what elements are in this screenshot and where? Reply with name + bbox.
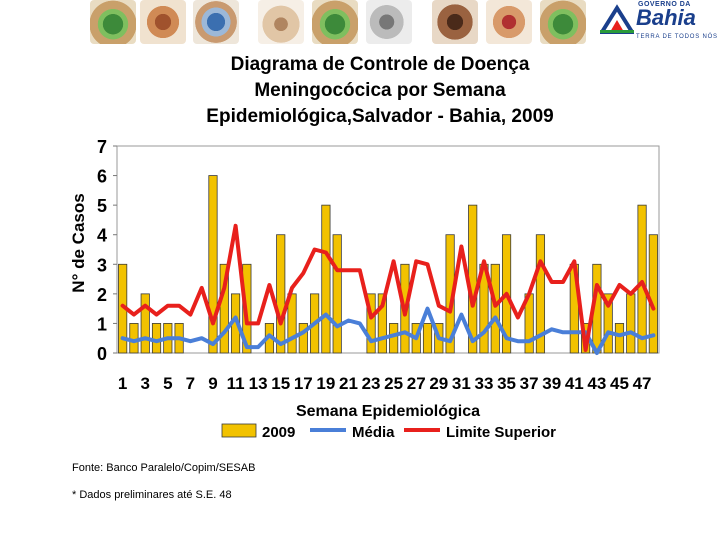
x-tick-label: 15 bbox=[271, 374, 290, 393]
chart-title: Diagrama de Controle de Doença Meningocó… bbox=[100, 52, 660, 130]
chart-legend: 2009 Média Limite Superior bbox=[221, 423, 556, 441]
y-tick-label: 0 bbox=[97, 344, 107, 364]
chart-title-line-2: Meningocócica por Semana bbox=[254, 80, 506, 101]
y-tick-label: 3 bbox=[97, 255, 107, 275]
logo-top-text: GOVERNO DA bbox=[638, 1, 691, 8]
bar-week-4 bbox=[151, 323, 162, 354]
x-tick-label: 29 bbox=[429, 374, 448, 393]
x-tick-label: 13 bbox=[249, 374, 268, 393]
x-tick-label: 7 bbox=[186, 374, 195, 393]
x-axis-label: Semana Epidemiológica bbox=[296, 403, 480, 420]
chart-title-line-3: Epidemiológica,Salvador - Bahia, 2009 bbox=[206, 106, 554, 127]
x-tick-label: 11 bbox=[227, 374, 245, 393]
bar-week-34 bbox=[490, 263, 500, 354]
y-tick-label: 6 bbox=[97, 167, 107, 187]
bar-week-25 bbox=[389, 323, 399, 354]
x-tick-label: 41 bbox=[565, 374, 584, 393]
x-tick-label: 5 bbox=[163, 374, 172, 393]
x-tick-label: 35 bbox=[497, 374, 516, 393]
hands-photo-4 bbox=[258, 0, 304, 44]
hands-photo-2 bbox=[140, 0, 186, 44]
bahia-roof-icon bbox=[600, 4, 634, 34]
legend-label-limite: Limite Superior bbox=[446, 424, 556, 441]
x-tick-label: 3 bbox=[140, 374, 149, 393]
line-média bbox=[120, 306, 656, 355]
hands-photo-3 bbox=[193, 0, 239, 44]
logo-name: Bahia bbox=[636, 5, 696, 30]
x-tick-label: 25 bbox=[384, 374, 403, 393]
x-tick-label: 23 bbox=[362, 374, 381, 393]
hands-photo-9 bbox=[540, 0, 586, 44]
hands-photo-8 bbox=[486, 0, 532, 44]
hands-photo-7 bbox=[432, 0, 478, 44]
header-banner: GOVERNO DA Bahia TERRA DE TODOS NÓS bbox=[0, 0, 720, 44]
x-tick-label: 37 bbox=[520, 374, 539, 393]
source-note: Fonte: Banco Paralelo/Copim/SESAB bbox=[72, 462, 256, 474]
legend-swatch-2009 bbox=[221, 423, 257, 438]
x-tick-label: 33 bbox=[475, 374, 494, 393]
x-tick-label: 17 bbox=[294, 374, 313, 393]
x-tick-label: 19 bbox=[316, 374, 335, 393]
bar-week-44 bbox=[603, 293, 613, 354]
bar-week-46 bbox=[626, 293, 636, 354]
bar-week-45 bbox=[614, 323, 625, 354]
bar-week-2 bbox=[129, 323, 139, 354]
bar-week-23 bbox=[366, 293, 376, 354]
y-tick-label: 7 bbox=[97, 137, 107, 157]
legend-label-media: Média bbox=[352, 424, 395, 441]
line-limite-superior bbox=[120, 223, 656, 352]
x-tick-label: 47 bbox=[633, 374, 652, 393]
y-tick-label: 2 bbox=[97, 285, 107, 305]
bar-week-28 bbox=[422, 323, 433, 354]
hands-photo-6 bbox=[366, 0, 412, 44]
hands-photo-5 bbox=[312, 0, 358, 44]
chart-title-line-1: Diagrama de Controle de Doença bbox=[230, 54, 530, 75]
x-tick-label: 39 bbox=[542, 374, 561, 393]
x-tick-label: 43 bbox=[587, 374, 606, 393]
bar-week-24 bbox=[377, 293, 387, 354]
x-tick-label: 45 bbox=[610, 374, 629, 393]
y-tick-label: 4 bbox=[97, 226, 107, 246]
bar-week-20 bbox=[332, 234, 342, 354]
y-axis-label: N° de Casos bbox=[69, 193, 88, 292]
bar-week-10 bbox=[219, 263, 229, 354]
plot-frame bbox=[116, 145, 660, 354]
x-tick-label: 1 bbox=[118, 374, 127, 393]
x-tick-label: 27 bbox=[407, 374, 426, 393]
logo-tagline: TERRA DE TODOS NÓS bbox=[636, 34, 718, 40]
legend-label-2009: 2009 bbox=[262, 424, 295, 441]
y-tick-label: 1 bbox=[97, 314, 107, 334]
bar-week-38 bbox=[535, 234, 546, 354]
bar-week-9 bbox=[208, 175, 218, 354]
bar-week-47 bbox=[637, 204, 647, 354]
bar-week-15 bbox=[276, 234, 286, 354]
preliminary-note: * Dados preliminares até S.E. 48 bbox=[72, 489, 232, 501]
y-tick-label: 5 bbox=[97, 196, 107, 216]
bar-week-3 bbox=[140, 293, 150, 354]
hands-photo-1 bbox=[90, 0, 136, 44]
x-tick-label: 21 bbox=[339, 374, 358, 393]
x-tick-label: 31 bbox=[452, 374, 471, 393]
bar-week-19 bbox=[321, 204, 331, 354]
bahia-government-logo: GOVERNO DA Bahia TERRA DE TODOS NÓS bbox=[600, 0, 718, 44]
x-tick-label: 9 bbox=[208, 374, 217, 393]
bar-week-17 bbox=[298, 323, 308, 354]
